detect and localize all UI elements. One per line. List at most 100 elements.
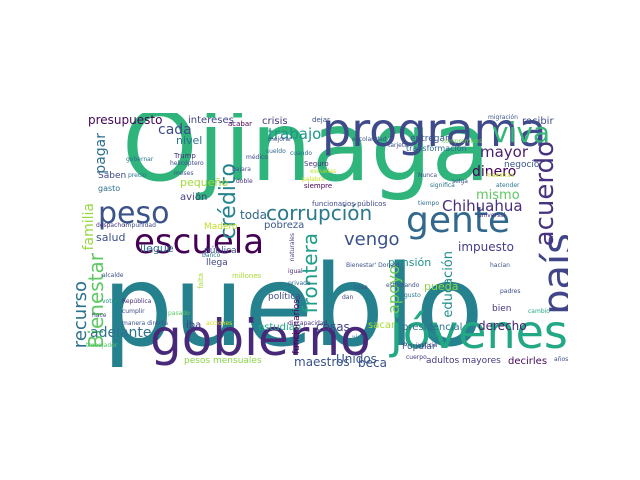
word-acabar: acabar [228,120,253,128]
word-dejar: dejar [312,116,330,124]
word-beca: beca [358,356,387,367]
word-escolaridad: escolaridad [352,136,387,143]
word-gente: gente [406,200,511,241]
word-mismo: mismo [476,188,520,203]
word-unidos: Unidos [336,352,377,366]
word-siempre: siempre [304,182,333,190]
word-llegue: llegue [140,242,174,255]
word-frontera: frontera [298,233,322,314]
word-meses: meses [174,170,194,177]
word-palabra: palabra [302,176,325,183]
word-peso: peso [98,196,170,231]
word-toda: toda [240,208,268,222]
word-precio: precio [128,172,147,179]
word-programa: programa [322,113,547,157]
word-helicoptero: helicóptero [170,160,204,167]
word-gobierno: gobierno [150,309,371,367]
word-ninos: niños [424,332,441,339]
word-pueda: pueda [424,280,459,293]
word-justicia: justicia [416,342,438,349]
word-presidencial: presidencial [402,322,463,333]
word-nunca: Nunca [418,172,438,179]
word-tiempo: tiempo [418,200,440,207]
word-intereses: intereses [188,115,234,126]
word-saben: Saben [98,171,127,181]
word-bienestar-donald: Bienestar' Donald [346,262,400,269]
word-popular: Popular [402,342,436,352]
word-pagar: pagar [93,133,109,174]
word-ojinaga: Ojinaga [122,113,491,203]
word-decirles: decirles [508,356,548,367]
word-cuando: cuando [290,150,313,157]
word-jovenes: jóvenes [390,305,568,359]
word-mejorar: mejorar [268,136,292,143]
word-trabajador: trabajador [86,342,118,349]
word-cumplir: cumplir [122,308,145,315]
word-padres: padres [500,288,521,295]
word-millones: millones [232,272,262,280]
word-bien: bien [492,304,512,314]
word-dinero: dinero [472,164,517,180]
word-transformacion: transformación [406,144,467,153]
word-impunidad: impunidad [124,222,156,229]
word-cambio: cambio [528,308,550,315]
word-pobreza: pobreza [264,220,305,231]
word-apoyo: apoyo [384,265,403,315]
word-pasado: pasado [168,310,190,317]
word-trump: Trump [174,152,196,160]
word-cuerpo: cuerpo [406,354,427,361]
word-medico: médico [246,154,268,161]
word-acuerdo: acuerdo [530,141,560,247]
word-derecho: derecho [478,319,527,333]
word-corrupcion: corrupción [266,201,373,225]
word-maestros: maestros [294,355,350,367]
word-voten: voten [102,298,120,305]
word-discapacidad: discapacidad [288,320,328,327]
word-adultos-mayores: adultos mayores [426,356,501,366]
word-trabajo: trabajo [268,125,322,143]
word-seguro: Seguro [304,160,329,168]
word-sueldo: sueldo [266,148,286,155]
word-crisis: crisis [262,116,288,127]
word-compromisos: compromisos [442,138,483,145]
word-llega: llega [206,258,228,268]
word-recibir: recibir [522,116,554,127]
word-madero: Madero [204,222,238,232]
word-cosas: cosas [316,320,350,334]
word-sacar: sacar [368,320,396,331]
word-dan: dan [342,294,354,301]
word-publica: pública [204,246,237,256]
word-cloud: pueblo Ojinaga gobierno programa jóvenes… [72,113,568,367]
word-migracion: migración [488,114,518,121]
word-atender: atender [496,182,520,189]
word-gobernar: gobernar [126,156,154,163]
word-doble: doble [236,178,253,185]
word-chihuahua: Chihuahua [442,197,523,215]
word-hacian: hacían [490,262,510,269]
word-presupuesto: presupuesto [88,113,163,127]
word-pueblo: pueblo [102,242,484,367]
word-pension: pensión [388,256,432,269]
word-naturales: naturales [289,233,296,262]
word-adelante: adelante [90,325,152,341]
word-banco: banco [202,252,221,259]
word-falta: falta [197,273,205,289]
word-vengo: vengo [344,229,400,250]
word-republica: República [122,298,152,305]
word-gasto: gasto [98,184,121,193]
word-anos: años [554,356,568,363]
word-hace: hace [92,312,107,319]
word-escuela: escuela [134,222,265,262]
word-familia: familia [81,203,97,251]
word-tarjeta: tarjeta [388,142,408,149]
word-recurso: recurso [72,281,91,349]
word-entregar: entregar [410,134,449,144]
word-impuesto: impuesto [458,240,514,254]
word-maestras: maestras [486,172,514,179]
word-vide: vide [352,334,365,341]
word-cada: cada [158,122,192,138]
word-nivel: nivel [176,134,203,147]
word-igual: igual [288,268,303,275]
word-acciones: acciones [206,320,233,327]
word-mayor: mayor [480,143,529,161]
